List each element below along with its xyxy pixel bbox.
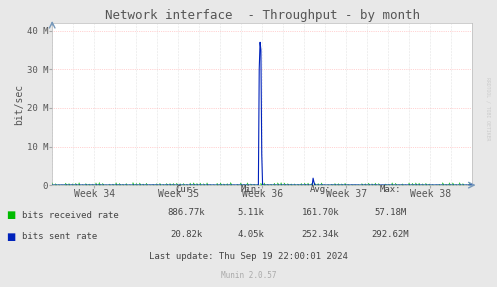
Text: ■: ■ xyxy=(6,210,16,220)
Text: Last update: Thu Sep 19 22:00:01 2024: Last update: Thu Sep 19 22:00:01 2024 xyxy=(149,252,348,261)
Title: Network interface  - Throughput - by month: Network interface - Throughput - by mont… xyxy=(105,9,419,22)
Text: Avg:: Avg: xyxy=(310,185,331,194)
Text: ■: ■ xyxy=(6,232,16,242)
Text: 886.77k: 886.77k xyxy=(167,208,205,217)
Text: Max:: Max: xyxy=(379,185,401,194)
Text: 20.82k: 20.82k xyxy=(170,230,202,239)
Text: RRDTOOL / TOBI OETIKER: RRDTOOL / TOBI OETIKER xyxy=(486,77,491,141)
Text: Cur:: Cur: xyxy=(175,185,197,194)
Text: 292.62M: 292.62M xyxy=(371,230,409,239)
Y-axis label: bit/sec: bit/sec xyxy=(14,84,24,125)
Text: 161.70k: 161.70k xyxy=(302,208,339,217)
Text: 5.11k: 5.11k xyxy=(238,208,264,217)
Text: 4.05k: 4.05k xyxy=(238,230,264,239)
Text: bits sent rate: bits sent rate xyxy=(22,232,97,241)
Text: Munin 2.0.57: Munin 2.0.57 xyxy=(221,271,276,280)
Text: 57.18M: 57.18M xyxy=(374,208,406,217)
Text: Min:: Min: xyxy=(240,185,262,194)
Text: 252.34k: 252.34k xyxy=(302,230,339,239)
Text: bits received rate: bits received rate xyxy=(22,211,119,220)
